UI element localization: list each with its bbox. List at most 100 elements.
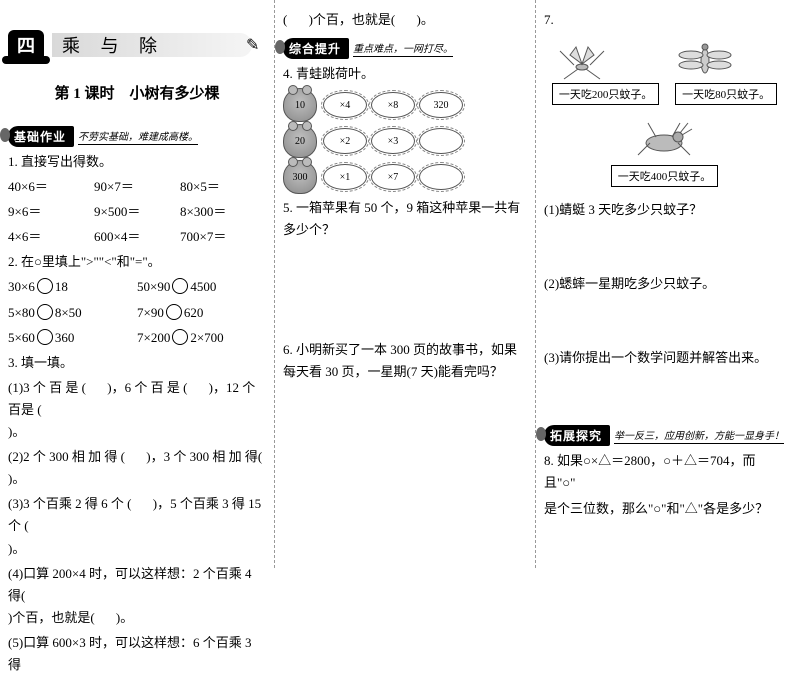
- rhs: 360: [55, 330, 75, 345]
- eq: 80×5＝: [180, 176, 266, 198]
- cmp: 5×80 8×50: [8, 302, 137, 324]
- compare-circle: [172, 329, 188, 345]
- eq: 700×7＝: [180, 226, 266, 248]
- ribbon-basic: 基础作业 不劳实基础，难建成高楼。: [8, 125, 266, 147]
- q3-3: (3)3 个百乘 2 得 6 个 ( )，5 个百乘 3 得 15个 ( )。: [8, 493, 266, 559]
- ribbon-comp-badge: 综合提升: [283, 38, 349, 59]
- t: (4)口算 200×4 时，可以这样想：2 个百乘 4 得(: [8, 566, 252, 603]
- grasshopper-icon: [630, 113, 700, 163]
- lily-pad: ×8: [371, 92, 415, 118]
- q3-2: (2)2 个 300 相 加 得 ( )，3 个 300 相 加 得( )。: [8, 446, 266, 490]
- insect-box: 一天吃80只蚊子。: [675, 39, 777, 105]
- ribbon-ext-badge: 拓展探究: [544, 425, 610, 446]
- t: )。: [116, 610, 133, 625]
- q4-title: 4. 青蛙跳荷叶。: [283, 63, 527, 85]
- q2-title: 2. 在○里填上">""<"和"="。: [8, 251, 266, 273]
- grasshopper-box: 一天吃400只蚊子。: [544, 113, 785, 187]
- q2-row: 30×6 18 50×90 4500: [8, 276, 266, 298]
- q3-title: 3. 填一填。: [8, 352, 266, 374]
- dragonfly-icon: [675, 39, 735, 83]
- t: (3)3 个百乘 2 得 6 个 (: [8, 496, 132, 511]
- q3-5-cont: ( )个百，也就是( )。: [283, 9, 527, 31]
- lily-pad: ×4: [323, 92, 367, 118]
- q8-a: 8. 如果○×△＝2800，○＋△＝704，而且"○": [544, 450, 785, 494]
- ribbon-ext-sub: 举一反三，应用创新，方能一显身手！: [614, 427, 784, 444]
- cmp: 30×6 18: [8, 276, 137, 298]
- compare-circle: [166, 304, 182, 320]
- lhs: 7×200: [137, 330, 170, 345]
- cmp: 50×90 4500: [137, 276, 266, 298]
- lhs: 5×80: [8, 305, 35, 320]
- lhs: 30×6: [8, 279, 35, 294]
- cmp: 5×60360: [8, 327, 137, 349]
- lily-pad: ×1: [323, 164, 367, 190]
- rhs: 8×50: [55, 305, 82, 320]
- insect-caption: 一天吃80只蚊子。: [675, 83, 777, 105]
- eq: 9×6＝: [8, 201, 94, 223]
- t: )。: [8, 541, 25, 556]
- t: (1)3 个 百 是 (: [8, 380, 86, 395]
- t: )。: [8, 424, 25, 439]
- ribbon-comp-sub: 重点难点，一网打尽。: [353, 40, 453, 57]
- q1-row: 9×6＝ 9×500＝ 8×300＝: [8, 201, 266, 223]
- ribbon-basic-sub: 不劳实基础，难建成高楼。: [78, 128, 198, 145]
- lily-pad: [419, 128, 463, 154]
- pencil-icon: ✎: [246, 35, 266, 55]
- unit-title: 乘 与 除: [52, 33, 252, 57]
- lhs: 7×90: [137, 305, 164, 320]
- rhs: 4500: [190, 279, 216, 294]
- q1-row: 4×6＝ 600×4＝ 700×7＝: [8, 226, 266, 248]
- t: )个百，也就是(: [8, 610, 95, 625]
- frog-icon: 20: [283, 124, 317, 158]
- t: )，6 个 百 是 (: [107, 380, 187, 395]
- lily-pad: ×7: [371, 164, 415, 190]
- q3-4: (4)口算 200×4 时，可以这样想：2 个百乘 4 得( )个百，也就是( …: [8, 563, 266, 629]
- column-left: 四 乘 与 除 ✎ 第 1 课时 小树有多少棵 基础作业 不劳实基础，难建成高楼…: [0, 0, 275, 568]
- eq: 9×500＝: [94, 201, 180, 223]
- q7-2: (2)蟋蟀一星期吃多少只蚊子。: [544, 273, 785, 295]
- cmp: 7×200 2×700: [137, 327, 266, 349]
- insect-box: 一天吃200只蚊子。: [552, 39, 660, 105]
- frog-row: 300 ×1 ×7: [283, 160, 527, 194]
- q7-title: 7.: [544, 9, 785, 31]
- q1-row: 40×6＝ 90×7＝ 80×5＝: [8, 176, 266, 198]
- rhs: 18: [55, 279, 68, 294]
- eq: 40×6＝: [8, 176, 94, 198]
- lhs: 50×90: [137, 279, 170, 294]
- lily-pad: [419, 164, 463, 190]
- frog-icon: 10: [283, 88, 317, 122]
- t: (: [283, 12, 287, 27]
- unit-number: 四: [8, 30, 44, 60]
- t: )。: [8, 471, 25, 486]
- q3-1: (1)3 个 百 是 ( )，6 个 百 是 ( )，12 个 百是 ( )。: [8, 377, 266, 443]
- column-right: 7. 一天吃200只蚊子。 一天吃80只蚊子。 一天吃400只蚊子。 (1)蜻蜓…: [536, 0, 793, 568]
- column-middle: ( )个百，也就是( )。 综合提升 重点难点，一网打尽。 4. 青蛙跳荷叶。 …: [275, 0, 536, 568]
- t: (2)2 个 300 相 加 得 (: [8, 449, 125, 464]
- frog-row: 20 ×2 ×3: [283, 124, 527, 158]
- q5: 5. 一箱苹果有 50 个，9 箱这种苹果一共有多少个？: [283, 197, 527, 241]
- unit-header: 四 乘 与 除 ✎: [8, 26, 266, 64]
- q1-title: 1. 直接写出得数。: [8, 151, 266, 173]
- t: )。: [417, 12, 434, 27]
- lesson-title: 第 1 课时 小树有多少棵: [8, 82, 266, 103]
- eq: 90×7＝: [94, 176, 180, 198]
- grasshopper-caption: 一天吃400只蚊子。: [611, 165, 719, 187]
- t: (5)口算 600×3 时，可以这样想：6 个百乘 3 得: [8, 635, 252, 672]
- frog-icon: 300: [283, 160, 317, 194]
- q6: 6. 小明新买了一本 300 页的故事书，如果每天看 30 页，一星期(7 天)…: [283, 339, 527, 383]
- ribbon-comp: 综合提升 重点难点，一网打尽。: [283, 37, 527, 59]
- compare-circle: [172, 278, 188, 294]
- ribbon-basic-badge: 基础作业: [8, 126, 74, 147]
- rhs: 2×700: [190, 330, 223, 345]
- ribbon-ext: 拓展探究 举一反三，应用创新，方能一显身手！: [544, 424, 785, 446]
- rhs: 620: [184, 305, 204, 320]
- q2-row: 5×60360 7×200 2×700: [8, 327, 266, 349]
- eq: 8×300＝: [180, 201, 266, 223]
- compare-circle: [37, 304, 53, 320]
- lily-pad: ×2: [323, 128, 367, 154]
- frog-row: 10 ×4 ×8 320: [283, 88, 527, 122]
- insect-caption: 一天吃200只蚊子。: [552, 83, 660, 105]
- lily-pad: 320: [419, 92, 463, 118]
- mosquito-icon: [552, 39, 612, 83]
- insect-row: 一天吃200只蚊子。 一天吃80只蚊子。: [544, 39, 785, 105]
